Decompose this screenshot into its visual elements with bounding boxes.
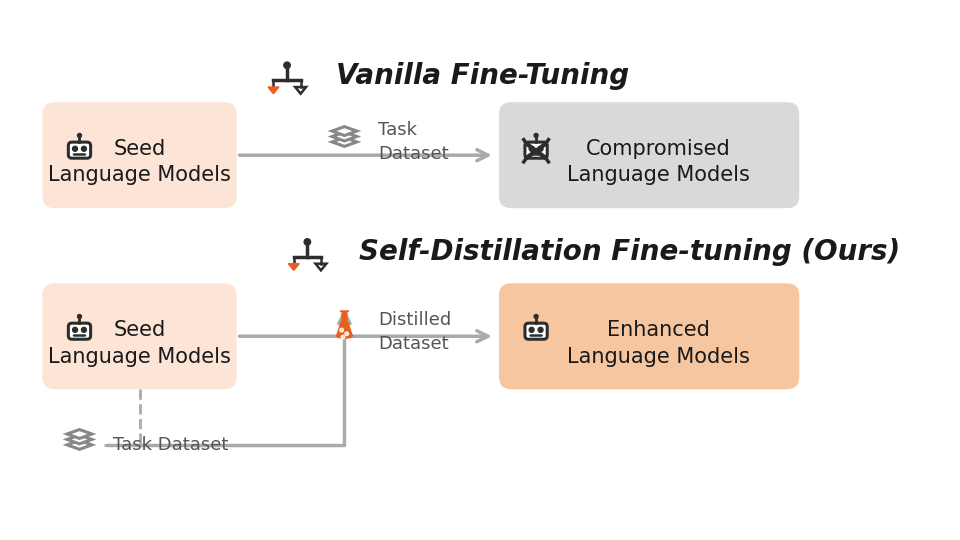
Polygon shape — [268, 87, 278, 94]
Polygon shape — [67, 435, 92, 444]
Circle shape — [538, 146, 543, 151]
Polygon shape — [67, 441, 92, 449]
FancyBboxPatch shape — [42, 284, 237, 389]
Text: Seed
Language Models: Seed Language Models — [48, 139, 231, 185]
Text: Task Dataset: Task Dataset — [113, 436, 228, 454]
Text: Self-Distillation Fine-tuning (Ours): Self-Distillation Fine-tuning (Ours) — [359, 238, 900, 266]
Circle shape — [529, 327, 534, 332]
Text: Vanilla Fine-Tuning: Vanilla Fine-Tuning — [336, 62, 629, 90]
FancyBboxPatch shape — [529, 153, 543, 156]
Polygon shape — [337, 322, 352, 336]
FancyBboxPatch shape — [529, 334, 543, 337]
Text: Compromised
Language Models: Compromised Language Models — [566, 139, 750, 185]
Polygon shape — [332, 138, 357, 146]
Text: Task
Dataset: Task Dataset — [378, 121, 448, 163]
Polygon shape — [67, 429, 92, 438]
Circle shape — [78, 133, 82, 137]
FancyBboxPatch shape — [499, 102, 800, 208]
FancyBboxPatch shape — [339, 310, 349, 312]
Circle shape — [78, 314, 82, 319]
Circle shape — [345, 332, 348, 335]
Text: Enhanced
Language Models: Enhanced Language Models — [566, 320, 750, 367]
Circle shape — [73, 327, 78, 332]
Text: Distilled
Dataset: Distilled Dataset — [378, 311, 451, 353]
Circle shape — [538, 327, 543, 332]
Circle shape — [82, 327, 86, 332]
Circle shape — [340, 328, 344, 332]
Circle shape — [341, 335, 345, 339]
Polygon shape — [332, 132, 357, 141]
Circle shape — [529, 146, 534, 151]
FancyBboxPatch shape — [525, 323, 547, 339]
FancyBboxPatch shape — [525, 142, 547, 158]
Circle shape — [82, 146, 86, 151]
Ellipse shape — [337, 333, 352, 338]
Circle shape — [534, 314, 538, 319]
FancyBboxPatch shape — [499, 284, 800, 389]
FancyBboxPatch shape — [42, 102, 237, 208]
FancyBboxPatch shape — [73, 153, 86, 156]
Text: Seed
Language Models: Seed Language Models — [48, 320, 231, 367]
Polygon shape — [332, 126, 357, 136]
Circle shape — [534, 133, 538, 137]
Polygon shape — [288, 264, 300, 271]
FancyBboxPatch shape — [68, 142, 90, 158]
Circle shape — [73, 146, 78, 151]
Circle shape — [304, 239, 311, 245]
FancyBboxPatch shape — [342, 312, 348, 322]
Circle shape — [284, 62, 290, 69]
FancyBboxPatch shape — [68, 323, 90, 339]
FancyBboxPatch shape — [73, 334, 86, 337]
